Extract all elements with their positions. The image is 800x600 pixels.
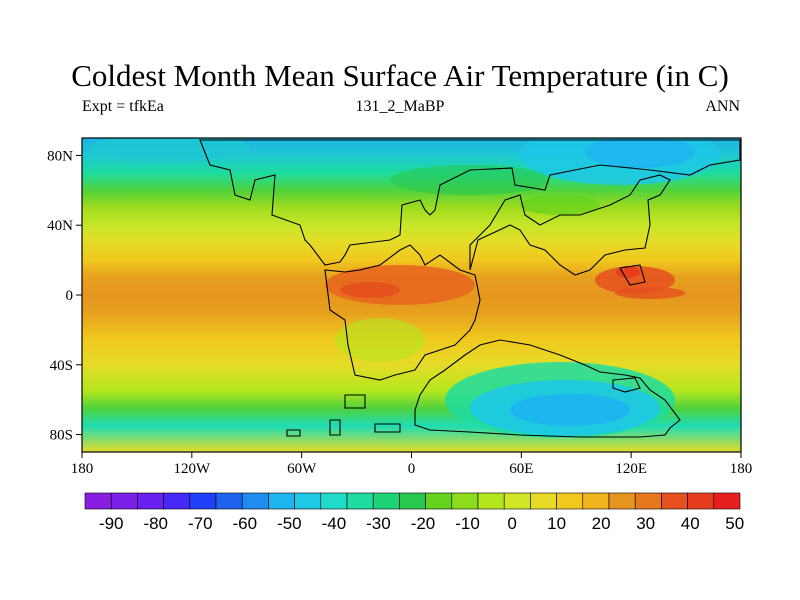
colorbar-label: -10 (455, 514, 480, 533)
colorbar-swatch (241, 492, 269, 510)
colorbar-swatch (110, 492, 138, 510)
colorbar-label: -20 (411, 514, 436, 533)
lon-tick-label: 180 (730, 461, 753, 477)
colorbar-label: -80 (143, 514, 168, 533)
lon-tick-label: 120W (173, 461, 211, 477)
outline-island-1 (329, 419, 341, 436)
colorbar-label: -70 (188, 514, 213, 533)
outline-southern-continent (414, 339, 681, 438)
cold-core-antarctica (510, 394, 630, 426)
outline-north-america (199, 139, 741, 266)
map-plot-area (82, 138, 741, 452)
lat-tick-label: 80S (50, 428, 73, 444)
colorbar-swatch (713, 492, 741, 510)
longitude-axis: 180 120W 60W 0 60E 120E 180 (71, 452, 753, 477)
warm-anomaly-australasia-tail (615, 287, 685, 299)
colorbar: -90 -80 -70 -60 -50 -40 -30 -20 -10 0 10 20 30 40 50 (84, 492, 744, 533)
warm-anomaly-australasia (595, 266, 675, 294)
experiment-label: Expt = tfkEa (82, 98, 164, 115)
outline-island-3 (374, 423, 401, 433)
colorbar-swatch (294, 492, 322, 510)
colorbar-swatch (189, 492, 217, 510)
lon-tick-label: 180 (71, 461, 94, 477)
season-label: ANN (705, 98, 740, 115)
lat-tick-label: 0 (66, 288, 74, 304)
outline-island-6 (619, 264, 646, 286)
cool-region-tibet (520, 195, 600, 215)
cold-region-arctic-west (90, 138, 250, 162)
lon-tick-label: 60W (287, 461, 317, 477)
colorbar-label: 10 (547, 514, 566, 533)
colorbar-label: -60 (233, 514, 258, 533)
outline-island-4 (286, 429, 301, 437)
lat-tick-label: 40S (50, 358, 73, 374)
colorbar-label: -50 (277, 514, 302, 533)
colorbar-label: 40 (681, 514, 700, 533)
colorbar-swatch (530, 492, 557, 510)
outline-central-land (324, 244, 481, 381)
hot-core-africa (340, 282, 400, 298)
colorbar-swatch (608, 492, 636, 510)
lon-tick-label: 0 (408, 461, 416, 477)
cold-core-north-asia (585, 138, 695, 168)
colorbar-swatch (268, 492, 295, 510)
lon-tick-label: 60E (509, 461, 533, 477)
hot-core-australasia (616, 266, 640, 278)
colorbar-swatch (556, 492, 584, 510)
colorbar-label: 0 (507, 514, 516, 533)
colorbar-swatch (320, 492, 348, 510)
colorbar-swatch (372, 492, 400, 510)
colorbar-swatch (451, 492, 479, 510)
colorbar-label: -90 (99, 514, 124, 533)
colorbar-swatch (582, 492, 610, 510)
time-label: 131_2_MaBP (355, 98, 445, 115)
latitude-axis: 80N 40N 0 40S 80S (47, 148, 82, 444)
colorbar-swatch (346, 492, 374, 510)
continent-outlines (199, 139, 741, 438)
colorbar-swatch (477, 492, 505, 510)
colorbar-swatch (503, 492, 531, 510)
outline-east-region (469, 174, 671, 276)
colorbar-label: 30 (636, 514, 655, 533)
lat-tick-label: 80N (47, 148, 73, 164)
cool-region-mid-asia (390, 165, 550, 195)
colorbar-label: -40 (322, 514, 347, 533)
mild-region-south-america (335, 318, 425, 362)
colorbar-swatch (634, 492, 662, 510)
colorbar-label: 20 (592, 514, 611, 533)
colorbar-swatch (84, 492, 112, 510)
lon-tick-label: 120E (615, 461, 647, 477)
map-title: Coldest Month Mean Surface Air Temperatu… (71, 58, 729, 93)
colorbar-swatch (163, 492, 191, 510)
colorbar-swatch (399, 492, 426, 510)
colorbar-label: 50 (725, 514, 744, 533)
colorbar-swatch (215, 492, 243, 510)
colorbar-swatch (661, 492, 688, 510)
lat-tick-label: 40N (47, 218, 73, 234)
colorbar-swatch (687, 492, 715, 510)
outline-island-5 (612, 377, 641, 393)
colorbar-swatch (137, 492, 164, 510)
colorbar-label: -30 (366, 514, 391, 533)
colorbar-swatch (425, 492, 453, 510)
outline-island-2 (344, 394, 366, 409)
